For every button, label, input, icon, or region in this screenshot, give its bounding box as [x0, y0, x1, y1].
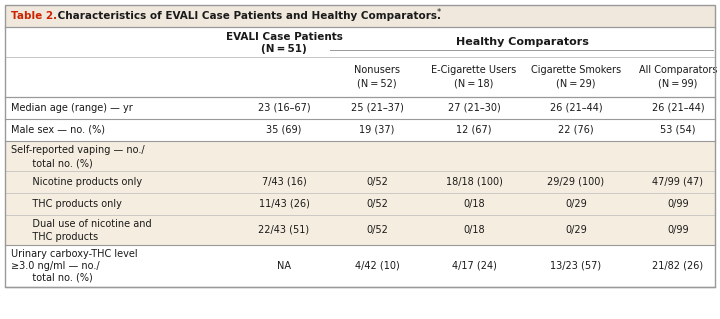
Text: total no. (%): total no. (%)	[23, 273, 93, 283]
Text: *: *	[437, 9, 441, 18]
Text: NA: NA	[277, 261, 291, 271]
Text: Median age (range) — yr: Median age (range) — yr	[11, 103, 132, 113]
Text: 19 (37): 19 (37)	[359, 125, 395, 135]
Text: 47/99 (47): 47/99 (47)	[652, 177, 703, 187]
Text: 26 (21–44): 26 (21–44)	[549, 103, 603, 113]
Text: 21/82 (26): 21/82 (26)	[652, 261, 703, 271]
Text: 0/52: 0/52	[366, 199, 388, 209]
Bar	[5, 215, 715, 245]
Text: Nicotine products only: Nicotine products only	[23, 177, 142, 187]
Text: 4/42 (10): 4/42 (10)	[355, 261, 400, 271]
Text: (N = 51): (N = 51)	[261, 44, 307, 54]
Bar	[5, 141, 715, 171]
Text: Urinary carboxy-THC level: Urinary carboxy-THC level	[11, 249, 138, 259]
Text: 12 (67): 12 (67)	[456, 125, 492, 135]
Text: Male sex — no. (%): Male sex — no. (%)	[11, 125, 105, 135]
Text: ≥3.0 ng/ml — no./: ≥3.0 ng/ml — no./	[11, 261, 99, 271]
Text: 22 (76): 22 (76)	[558, 125, 594, 135]
Text: 0/18: 0/18	[463, 199, 485, 209]
Text: 27 (21–30): 27 (21–30)	[448, 103, 500, 113]
Bar	[5, 5, 715, 287]
Text: Healthy Comparators: Healthy Comparators	[456, 37, 589, 47]
Text: 0/29: 0/29	[565, 199, 587, 209]
Text: Characteristics of EVALI Case Patients and Healthy Comparators.: Characteristics of EVALI Case Patients a…	[54, 11, 441, 21]
Text: 0/99: 0/99	[667, 199, 689, 209]
Text: 7/43 (16): 7/43 (16)	[261, 177, 307, 187]
Text: E-Cigarette Users: E-Cigarette Users	[431, 65, 517, 75]
Text: 4/17 (24): 4/17 (24)	[451, 261, 496, 271]
Text: 25 (21–37): 25 (21–37)	[351, 103, 403, 113]
Bar	[5, 5, 715, 287]
Text: 0/99: 0/99	[667, 225, 689, 235]
Text: Dual use of nicotine and: Dual use of nicotine and	[23, 219, 152, 229]
Text: (N = 99): (N = 99)	[658, 79, 698, 89]
Text: THC products: THC products	[23, 232, 98, 242]
Text: (N = 18): (N = 18)	[454, 79, 494, 89]
Text: 22/43 (51): 22/43 (51)	[258, 225, 310, 235]
Text: EVALI Case Patients: EVALI Case Patients	[225, 32, 343, 42]
Text: (N = 52): (N = 52)	[357, 79, 397, 89]
Text: 0/29: 0/29	[565, 225, 587, 235]
Text: 0/52: 0/52	[366, 225, 388, 235]
Bar	[5, 171, 715, 193]
Text: (N = 29): (N = 29)	[557, 79, 595, 89]
Text: 29/29 (100): 29/29 (100)	[547, 177, 605, 187]
Text: 35 (69): 35 (69)	[266, 125, 302, 135]
Bar	[5, 5, 715, 27]
Text: Self-reported vaping — no./: Self-reported vaping — no./	[11, 145, 145, 155]
Text: Cigarette Smokers: Cigarette Smokers	[531, 65, 621, 75]
Text: 13/23 (57): 13/23 (57)	[550, 261, 602, 271]
Bar	[5, 27, 715, 97]
Text: 23 (16–67): 23 (16–67)	[258, 103, 310, 113]
Text: THC products only: THC products only	[23, 199, 122, 209]
Text: 53 (54): 53 (54)	[660, 125, 696, 135]
Text: Nonusers: Nonusers	[354, 65, 400, 75]
Bar	[5, 193, 715, 215]
Text: Table 2.: Table 2.	[11, 11, 57, 21]
Text: 0/18: 0/18	[463, 225, 485, 235]
Text: total no. (%): total no. (%)	[23, 158, 93, 168]
Text: 11/43 (26): 11/43 (26)	[258, 199, 310, 209]
Text: 18/18 (100): 18/18 (100)	[446, 177, 503, 187]
Text: 0/52: 0/52	[366, 177, 388, 187]
Text: 26 (21–44): 26 (21–44)	[652, 103, 704, 113]
Text: All Comparators: All Comparators	[639, 65, 717, 75]
